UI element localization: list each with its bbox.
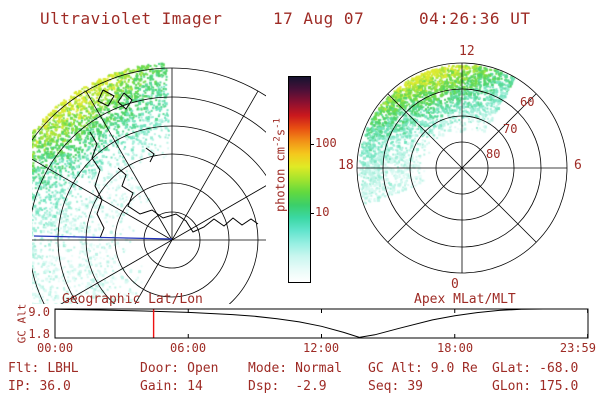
status-ip-value: 36.0	[39, 379, 71, 394]
status-door: Door: Open	[140, 361, 218, 376]
timeline-xtick-2359: 23:59	[559, 341, 596, 355]
mlat-label-60: 60	[520, 95, 535, 109]
mlt-label-12: 12	[459, 44, 475, 59]
colorbar-units-label: photon cm-2s-1	[259, 110, 288, 250]
mlt-label-18: 18	[338, 158, 354, 173]
status-mode: Mode: Normal	[248, 361, 342, 376]
mlat-label-80: 80	[486, 147, 501, 161]
status-seq-value: 39	[407, 379, 423, 394]
timeline-xtick-0000: 00:00	[37, 341, 74, 355]
status-gain: Gain: 14	[140, 379, 203, 394]
status-dsp-value: -2.9	[295, 379, 327, 394]
status-glat-label: GLat:	[492, 361, 532, 376]
status-door-label: Door:	[140, 361, 180, 376]
status-seq-label: Seq:	[368, 379, 400, 394]
colorbar	[288, 76, 311, 283]
status-mode-label: Mode:	[248, 361, 288, 376]
timeline-plot	[54, 308, 589, 339]
status-glat-value: -68.0	[539, 361, 579, 376]
status-seq: Seq: 39	[368, 379, 423, 394]
status-glat: GLat: -68.0	[492, 361, 578, 376]
status-glon: GLon: 175.0	[492, 379, 578, 394]
date-display: 17 Aug 07	[273, 9, 365, 28]
timeline-xtick-1800: 18:00	[437, 341, 474, 355]
app-title: Ultraviolet Imager	[40, 9, 223, 28]
geo-plot-caption: Geographic Lat/Lon	[62, 292, 203, 307]
colorbar-tick-10-mark	[310, 213, 314, 214]
status-dsp: Dsp: -2.9	[248, 379, 327, 394]
geo-grid	[32, 67, 266, 304]
status-glon-label: GLon:	[492, 379, 532, 394]
colorbar-units-text: photon cm	[273, 147, 288, 213]
status-gain-label: Gain:	[140, 379, 180, 394]
status-gcalt-label: GC Alt:	[368, 361, 423, 376]
colorbar-units-s: s	[273, 128, 288, 137]
colorbar-units-sup1: -1	[272, 118, 283, 129]
time-display: 04:26:36 UT	[419, 9, 531, 28]
mlat-label-70: 70	[503, 122, 518, 136]
mlt-label-0: 0	[451, 277, 459, 292]
mlt-label-6: 6	[574, 158, 582, 173]
status-door-value: Open	[187, 361, 219, 376]
colorbar-units-sup2: -2	[272, 136, 283, 147]
timeline-ytick-top: 9.0	[28, 305, 50, 319]
timeline-ytick-bottom: 1.8	[28, 327, 50, 341]
colorbar-tick-100: 100	[315, 136, 337, 150]
colorbar-tick-10: 10	[315, 205, 330, 219]
apex-plot-caption: Apex MLat/MLT	[414, 292, 516, 307]
status-flt-label: Flt:	[8, 361, 40, 376]
status-flt-value: LBHL	[47, 361, 79, 376]
status-gcalt-value: 9.0 Re	[430, 361, 478, 376]
status-glon-value: 175.0	[539, 379, 579, 394]
apex-grid	[356, 62, 568, 274]
status-gain-value: 14	[187, 379, 203, 394]
status-ip: IP: 36.0	[8, 379, 71, 394]
timeline-xtick-1200: 12:00	[303, 341, 340, 355]
status-mode-value: Normal	[295, 361, 343, 376]
colorbar-tick-100-mark	[310, 144, 314, 145]
status-flt: Flt: LBHL	[8, 361, 79, 376]
status-dsp-label: Dsp:	[248, 379, 280, 394]
timeline-xtick-0600: 06:00	[170, 341, 207, 355]
status-ip-label: IP:	[8, 379, 32, 394]
status-gcalt: GC Alt: 9.0 Re	[368, 361, 478, 376]
